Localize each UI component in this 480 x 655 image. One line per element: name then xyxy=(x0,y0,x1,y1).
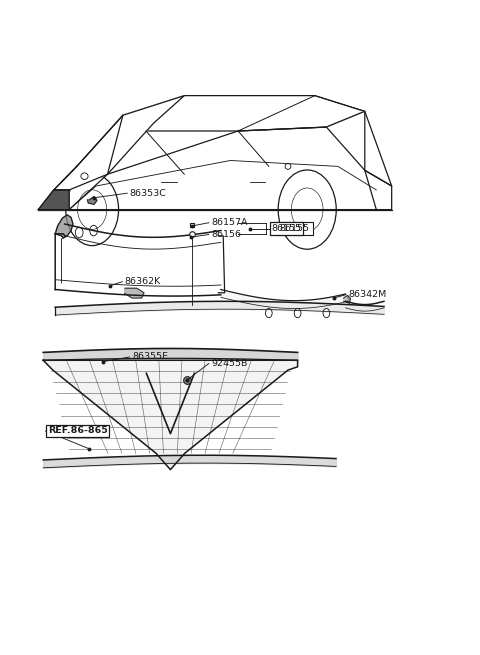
FancyBboxPatch shape xyxy=(275,222,313,235)
Text: 86362K: 86362K xyxy=(125,277,161,286)
Text: 86353C: 86353C xyxy=(130,189,167,198)
Text: 92455B: 92455B xyxy=(211,359,248,368)
Text: 86355E: 86355E xyxy=(132,352,168,362)
Polygon shape xyxy=(54,96,184,190)
Text: 86157A: 86157A xyxy=(211,218,248,227)
Text: 86155: 86155 xyxy=(271,224,301,233)
Text: 86342M: 86342M xyxy=(348,290,386,299)
Polygon shape xyxy=(344,295,350,303)
Text: 86156: 86156 xyxy=(211,230,241,239)
Polygon shape xyxy=(38,190,69,210)
Polygon shape xyxy=(43,360,298,470)
Polygon shape xyxy=(326,111,392,186)
Polygon shape xyxy=(125,288,144,298)
Polygon shape xyxy=(55,215,73,238)
Text: REF.86-865: REF.86-865 xyxy=(48,426,108,436)
Polygon shape xyxy=(87,196,97,204)
Text: 86155: 86155 xyxy=(279,224,309,233)
